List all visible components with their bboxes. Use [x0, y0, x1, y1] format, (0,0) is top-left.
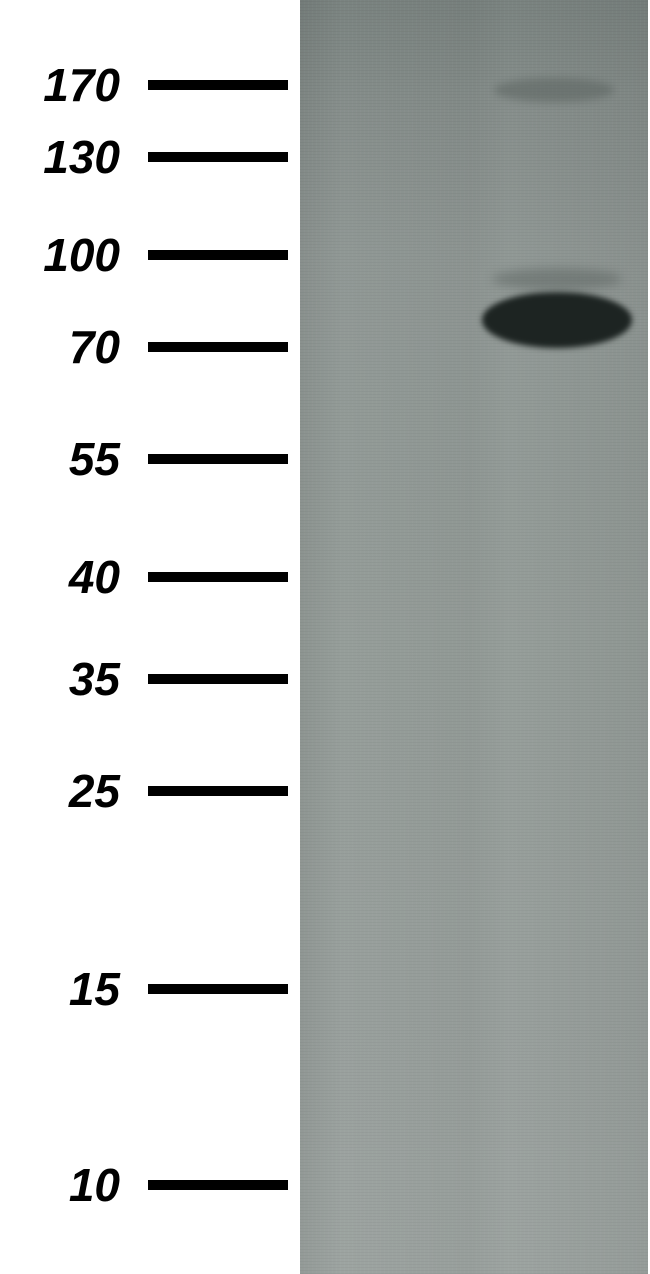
- blot-membrane: [300, 0, 648, 1274]
- ladder-marker: 40: [0, 550, 295, 604]
- ladder-label: 10: [0, 1158, 130, 1212]
- ladder-marker: 55: [0, 432, 295, 486]
- ladder-tick: [148, 674, 288, 684]
- ladder-tick: [148, 1180, 288, 1190]
- protein-band: [494, 78, 614, 102]
- ladder-label: 170: [0, 58, 130, 112]
- protein-band: [482, 292, 632, 348]
- ladder-label: 70: [0, 320, 130, 374]
- ladder-label: 15: [0, 962, 130, 1016]
- lane-2-sample: [472, 0, 648, 1274]
- ladder-marker: 25: [0, 764, 295, 818]
- western-blot: 170 130 100 70 55 40 35 25 15 10: [0, 0, 650, 1274]
- ladder-tick: [148, 250, 288, 260]
- ladder-tick: [148, 786, 288, 796]
- ladder-tick: [148, 984, 288, 994]
- ladder-marker: 100: [0, 228, 295, 282]
- ladder-label: 100: [0, 228, 130, 282]
- molecular-weight-ladder: 170 130 100 70 55 40 35 25 15 10: [0, 0, 295, 1274]
- ladder-marker: 130: [0, 130, 295, 184]
- ladder-label: 130: [0, 130, 130, 184]
- ladder-label: 55: [0, 432, 130, 486]
- ladder-tick: [148, 80, 288, 90]
- ladder-marker: 70: [0, 320, 295, 374]
- ladder-label: 25: [0, 764, 130, 818]
- ladder-label: 35: [0, 652, 130, 706]
- ladder-marker: 35: [0, 652, 295, 706]
- ladder-marker: 10: [0, 1158, 295, 1212]
- ladder-tick: [148, 454, 288, 464]
- ladder-label: 40: [0, 550, 130, 604]
- ladder-marker: 15: [0, 962, 295, 1016]
- ladder-tick: [148, 572, 288, 582]
- ladder-tick: [148, 152, 288, 162]
- protein-band: [492, 268, 622, 290]
- ladder-tick: [148, 342, 288, 352]
- lane-1-control: [300, 0, 472, 1274]
- ladder-marker: 170: [0, 58, 295, 112]
